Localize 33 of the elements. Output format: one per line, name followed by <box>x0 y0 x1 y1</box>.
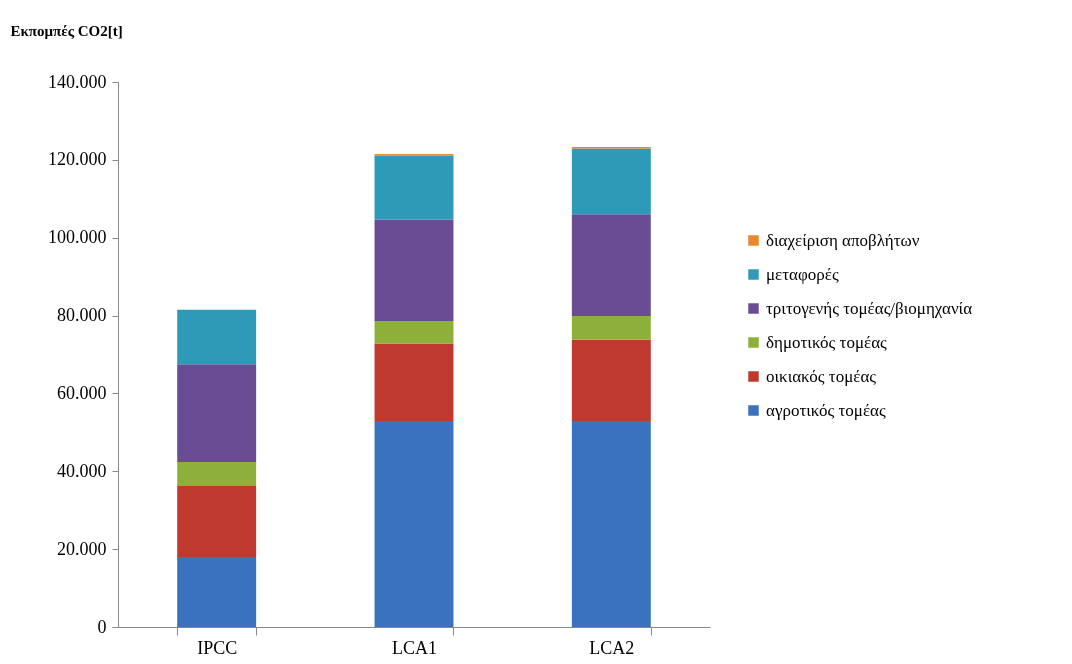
y-tick-label: 80.000 <box>57 305 107 326</box>
x-tick-label: LCA2 <box>589 637 635 658</box>
y-tick-label: 120.000 <box>48 149 107 170</box>
x-tick-label: LCA1 <box>392 637 437 658</box>
legend-label: οικιακός τομέας <box>766 366 877 386</box>
bar <box>374 321 454 344</box>
bar <box>374 421 454 627</box>
bar <box>177 461 257 487</box>
bar <box>374 343 454 422</box>
bar <box>571 339 651 422</box>
y-tick-label: 20.000 <box>57 538 107 559</box>
x-tick-label: IPCC <box>197 637 238 658</box>
bar <box>571 148 651 215</box>
bar <box>177 309 257 365</box>
bar <box>571 214 651 316</box>
y-axis-title: Εκπομπές CO2[t] <box>10 22 123 39</box>
bar <box>374 219 454 322</box>
bar <box>571 315 651 340</box>
bar <box>177 486 257 557</box>
legend-label: δημοτικός τομέας <box>766 332 888 352</box>
legend-label: διαχείριση αποβλήτων <box>766 230 920 250</box>
bar <box>571 421 651 627</box>
y-tick-label: 140.000 <box>48 71 107 92</box>
legend-label: μεταφορές <box>766 264 839 284</box>
bar <box>374 155 454 220</box>
y-tick-label: 40.000 <box>57 460 107 481</box>
y-tick-label: 0 <box>97 616 107 637</box>
legend-label: αγροτικός τομέας <box>766 400 886 420</box>
bar <box>177 364 257 462</box>
legend-label: τριτογενής τομέας/βιομηχανία <box>766 298 973 318</box>
y-tick-label: 60.000 <box>57 382 107 403</box>
y-tick-label: 100.000 <box>48 227 107 248</box>
bar <box>177 556 257 627</box>
